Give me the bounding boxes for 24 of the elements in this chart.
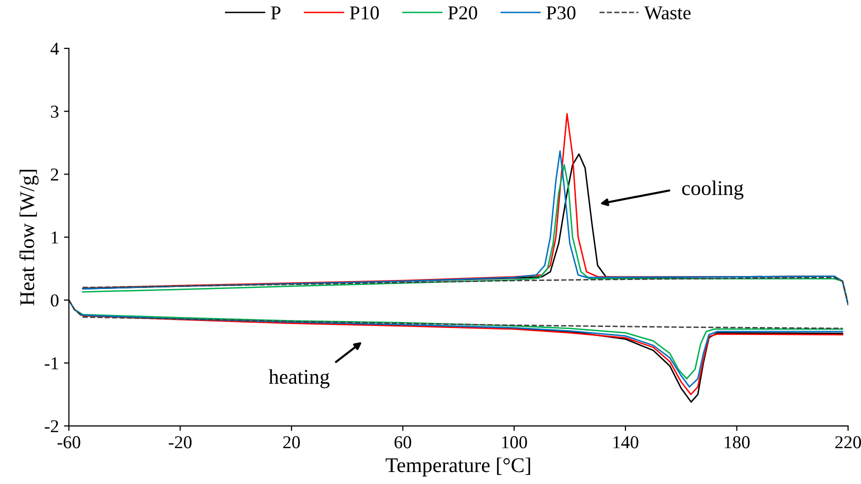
legend-label: P	[270, 6, 280, 20]
x-tick-label: -20	[168, 436, 192, 448]
x-tick-label: 60	[394, 436, 412, 448]
y-tick-label: 3	[50, 106, 58, 118]
x-tick-label: 20	[283, 436, 300, 448]
y-tick-label: -2	[44, 420, 58, 432]
x-tick-label: 100	[502, 436, 527, 448]
legend-label: P10	[350, 6, 379, 20]
legend-label: P20	[448, 6, 478, 20]
annotation: heating	[268, 369, 330, 388]
y-tick-label: -1	[44, 357, 58, 370]
legend-label: P30	[546, 6, 576, 20]
x-axis-title: Temperature [°C]	[386, 458, 530, 476]
y-axis-title: Heat flow [W/g]	[19, 170, 39, 306]
x-tick-label: 140	[614, 436, 638, 448]
legend-label: Waste	[644, 6, 691, 20]
x-tick-label: -60	[58, 436, 80, 448]
y-tick-label: 0	[50, 294, 58, 307]
y-tick-label: 4	[50, 42, 59, 55]
x-tick-label: 220	[835, 436, 861, 448]
annotation: cooling	[682, 180, 744, 200]
y-tick-label: 1	[52, 232, 58, 244]
x-tick-label: 180	[724, 436, 750, 448]
y-tick-label: 2	[50, 168, 58, 181]
